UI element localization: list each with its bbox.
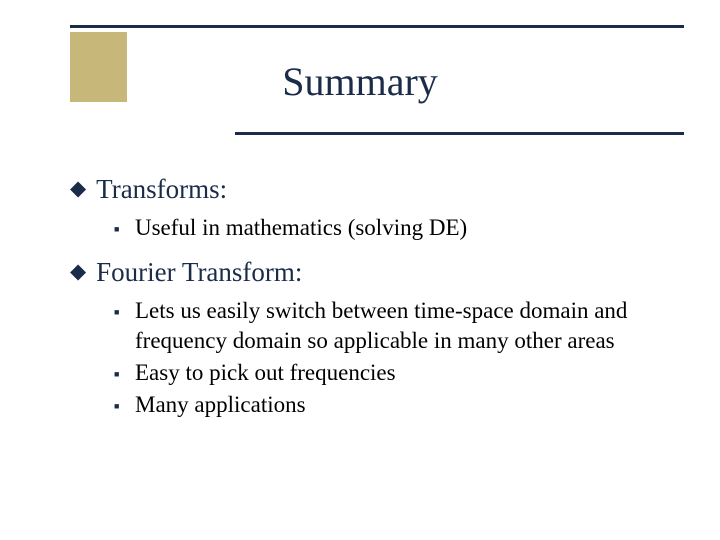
bullet-l2: ■ Easy to pick out frequencies (114, 358, 670, 388)
diamond-bullet-icon: ◆ (70, 174, 86, 202)
bullet-l2-text: Easy to pick out frequencies (135, 358, 396, 388)
bullet-l2-text: Useful in mathematics (solving DE) (135, 213, 467, 243)
square-bullet-icon: ■ (114, 402, 123, 411)
bullet-l2: ■ Lets us easily switch between time-spa… (114, 296, 670, 356)
mid-rule (235, 132, 684, 135)
slide-content: ◆ Transforms: ■ Useful in mathematics (s… (70, 172, 670, 432)
bullet-l2: ■ Useful in mathematics (solving DE) (114, 213, 670, 243)
bullet-l2-text: Many applications (135, 390, 306, 420)
bullet-l2-text: Lets us easily switch between time-space… (135, 296, 670, 356)
bullet-l1: ◆ Transforms: (70, 172, 670, 207)
slide-title: Summary (0, 58, 720, 105)
bullet-l1-text: Transforms: (96, 172, 227, 207)
diamond-bullet-icon: ◆ (70, 257, 86, 285)
bullet-l2: ■ Many applications (114, 390, 670, 420)
bullet-l1-text: Fourier Transform: (96, 255, 302, 290)
square-bullet-icon: ■ (114, 225, 123, 234)
bullet-l2-group: ■ Lets us easily switch between time-spa… (114, 296, 670, 420)
bullet-l1: ◆ Fourier Transform: (70, 255, 670, 290)
square-bullet-icon: ■ (114, 370, 123, 379)
bullet-l2-group: ■ Useful in mathematics (solving DE) (114, 213, 670, 243)
top-rule (70, 25, 684, 28)
square-bullet-icon: ■ (114, 308, 123, 317)
